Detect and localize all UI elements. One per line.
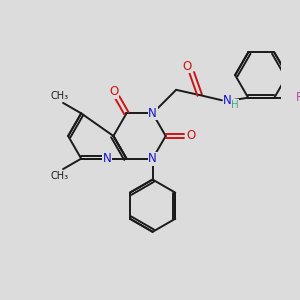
- Text: O: O: [109, 85, 118, 98]
- Text: N: N: [103, 152, 112, 165]
- Text: F: F: [296, 91, 300, 104]
- Text: N: N: [223, 94, 232, 107]
- Text: O: O: [182, 60, 192, 73]
- Text: H: H: [231, 100, 239, 110]
- Text: N: N: [148, 107, 157, 120]
- Text: N: N: [148, 152, 157, 165]
- Text: CH₃: CH₃: [50, 171, 68, 181]
- Text: CH₃: CH₃: [50, 92, 68, 101]
- Text: O: O: [187, 130, 196, 142]
